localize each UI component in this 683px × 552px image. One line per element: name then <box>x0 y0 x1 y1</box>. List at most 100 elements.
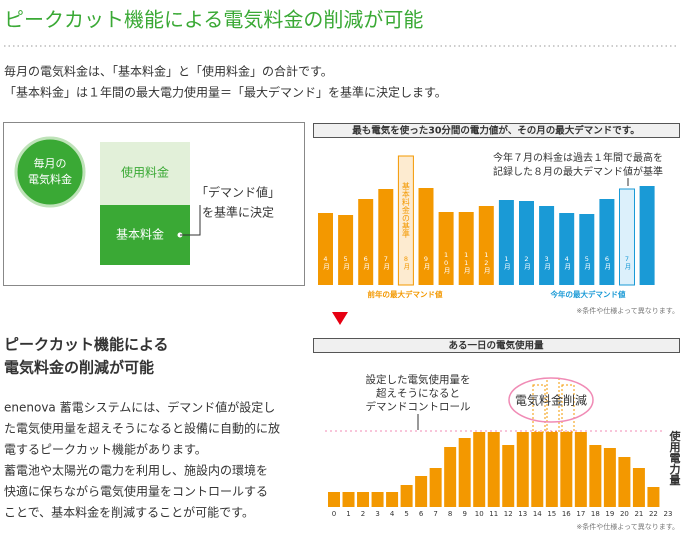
peak-outline <box>532 384 546 433</box>
bar-label: 4月 <box>322 255 330 271</box>
x-tick-label: 13 <box>518 510 527 518</box>
x-tick-label: 16 <box>562 510 571 518</box>
section-heading: 電気料金の削減が可能 <box>4 359 154 377</box>
bar-label: 8月 <box>402 255 410 271</box>
bar-label: 7月 <box>382 255 390 271</box>
bar <box>473 432 486 507</box>
bar <box>444 447 457 507</box>
bar <box>458 212 474 285</box>
bar-label: 12月 <box>482 251 490 275</box>
x-tick-label: 22 <box>649 510 658 518</box>
x-tick-label: 11 <box>489 510 498 518</box>
bar <box>502 445 515 507</box>
bar <box>458 438 471 507</box>
x-tick-label: 8 <box>448 510 452 518</box>
bar-label: 3月 <box>543 255 551 271</box>
bar <box>618 457 631 507</box>
bar <box>318 213 333 285</box>
bar <box>328 492 340 507</box>
connector <box>180 205 201 236</box>
bar <box>632 468 645 507</box>
chart-header <box>313 123 680 138</box>
peak-outline <box>561 384 575 433</box>
bar-label: 6月 <box>362 255 370 271</box>
bar <box>599 199 615 285</box>
bar <box>647 487 660 507</box>
bar <box>560 432 573 507</box>
bar <box>397 155 414 286</box>
x-tick-label: 0 <box>332 510 336 518</box>
base-label: 基本料金 <box>116 227 164 242</box>
bar <box>574 432 587 507</box>
x-tick-label: 7 <box>433 510 437 518</box>
bar <box>338 215 354 285</box>
bar <box>579 214 595 285</box>
bar-label: 6月 <box>603 255 611 271</box>
bar <box>545 432 558 507</box>
annotation: 超えそうになると <box>376 387 460 400</box>
bar-label: 11月 <box>462 251 470 275</box>
x-tick-label: 9 <box>462 510 466 518</box>
bubble-label: 電気料金削減 <box>515 393 587 408</box>
x-tick-label: 20 <box>620 510 629 518</box>
body-line: た電気使用量を超えそうになると設備に自動的に放 <box>4 421 280 436</box>
annotation: 今年７月の料金は過去１年間で最高を <box>493 151 663 164</box>
bar <box>619 188 635 286</box>
body-line: 快適に保ちながら電気使用量をコントロールする <box>4 484 268 499</box>
bar-label: 7月 <box>623 255 631 271</box>
bar <box>415 476 428 507</box>
x-tick-label: 14 <box>533 510 542 518</box>
chart-title: ある一日の電気使用量 <box>448 340 544 352</box>
body-text: enenova 蓄電システムには、デマンド値が設定した電気使用量を超えそうになる… <box>4 400 280 520</box>
bar <box>429 468 442 507</box>
bar-label: 5月 <box>583 255 591 271</box>
x-tick-label: 15 <box>547 510 556 518</box>
annotation: 記録した８月の最大デマンド値が基準 <box>493 165 663 178</box>
x-tick-label: 19 <box>605 510 614 518</box>
x-tick-label: 5 <box>404 510 408 518</box>
bar <box>358 199 374 285</box>
body-line: ことで、基本料金を削減することが可能です。 <box>4 505 254 520</box>
x-tick-label: 18 <box>591 510 600 518</box>
x-tick-label: 1 <box>346 510 350 518</box>
intro: 「基本料金」は１年間の最大電力使用量＝「最大デマンド」を基準に決定します。 <box>4 85 447 100</box>
x-tick-label: 21 <box>634 510 643 518</box>
y-axis-label: 使用電力量 <box>668 429 682 485</box>
chart-title: 最も電気を使った30分間の電力値が、その月の最大デマンドです。 <box>352 125 640 137</box>
bar <box>487 432 500 507</box>
legend-label: 前年の最大デマンド値 <box>368 289 443 299</box>
x-tick-label: 17 <box>576 510 585 518</box>
intro: 毎月の電気料金は、「基本料金」と「使用料金」の合計です。 <box>4 64 333 79</box>
bar-label: 2月 <box>523 255 531 271</box>
body-line: 蓄電池や太陽光の電力を利用し、施設内の環境を <box>4 463 268 478</box>
bar <box>639 186 655 285</box>
circle <box>14 136 86 208</box>
circle-label: 毎月の <box>34 157 67 170</box>
x-tick-label: 23 <box>663 510 672 518</box>
note: ※条件や仕様よって異なります。 <box>576 306 679 315</box>
note: ※条件や仕様よって異なります。 <box>576 522 679 531</box>
bar <box>539 206 555 285</box>
annotation: 設定した電気使用量を <box>366 373 471 386</box>
section-heading: ピークカット機能による <box>4 336 169 354</box>
usage-box <box>100 142 190 205</box>
x-tick-label: 12 <box>504 510 513 518</box>
base-box <box>100 205 190 265</box>
body-line: enenova 蓄電システムには、デマンド値が設定し <box>4 400 275 415</box>
bar <box>371 492 384 507</box>
highlight-label: 基本料金の基準 <box>401 181 410 239</box>
bar <box>559 213 575 285</box>
x-tick-label: 10 <box>475 510 484 518</box>
usage-label: 使用料金 <box>121 165 169 180</box>
bar <box>498 200 514 285</box>
bar-label: 10月 <box>442 251 450 275</box>
chart-header <box>313 338 680 353</box>
x-tick-label: 2 <box>361 510 365 518</box>
legend-label: 今年の最大デマンド値 <box>550 289 626 299</box>
arrow <box>332 312 348 325</box>
bubble <box>508 377 594 423</box>
bar <box>386 492 399 507</box>
diagram-note: を基準に決定 <box>202 205 274 220</box>
